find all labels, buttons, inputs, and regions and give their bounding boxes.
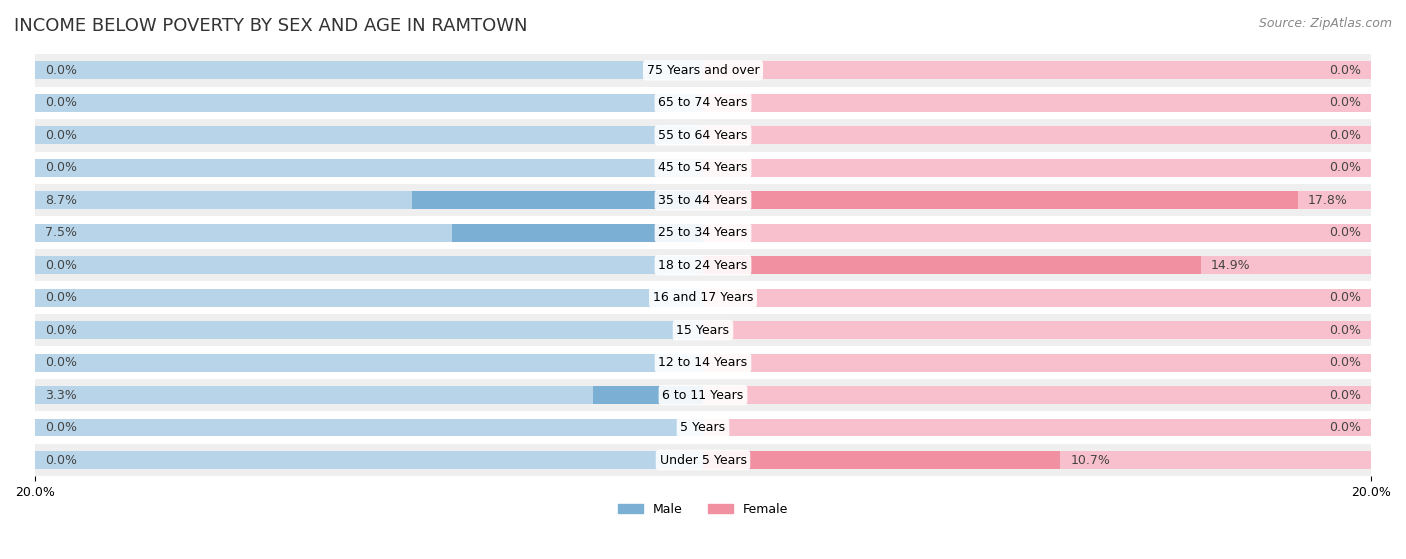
Bar [703,61,1371,79]
Bar [35,347,1371,379]
Bar [35,94,703,112]
Text: 0.0%: 0.0% [1329,421,1361,434]
Bar [35,354,703,372]
Bar [35,256,703,274]
Text: 55 to 64 Years: 55 to 64 Years [658,129,748,142]
Text: 15 Years: 15 Years [676,324,730,337]
Bar [35,321,703,339]
Bar [703,451,1060,469]
Bar [35,379,1371,411]
Text: 10.7%: 10.7% [1070,453,1111,467]
Text: 0.0%: 0.0% [1329,324,1361,337]
Text: 16 and 17 Years: 16 and 17 Years [652,291,754,304]
Bar [35,249,1371,281]
Bar [35,184,1371,216]
Bar [412,191,703,209]
Bar [703,191,1298,209]
Bar [35,289,703,306]
Bar [35,224,703,241]
Bar [703,126,1371,144]
Text: 45 to 54 Years: 45 to 54 Years [658,162,748,174]
Bar [703,256,1201,274]
Text: 0.0%: 0.0% [45,356,77,369]
Text: 3.3%: 3.3% [45,389,77,401]
Bar [35,61,703,79]
Text: 0.0%: 0.0% [45,324,77,337]
Text: 0.0%: 0.0% [45,129,77,142]
Bar [35,216,1371,249]
Text: 17.8%: 17.8% [1308,194,1347,207]
Bar [703,386,1371,404]
Bar [703,94,1371,112]
Text: 65 to 74 Years: 65 to 74 Years [658,96,748,110]
Text: 75 Years and over: 75 Years and over [647,64,759,77]
Text: 8.7%: 8.7% [45,194,77,207]
Text: 0.0%: 0.0% [1329,129,1361,142]
Text: Source: ZipAtlas.com: Source: ZipAtlas.com [1258,17,1392,30]
Text: 0.0%: 0.0% [1329,356,1361,369]
Text: 0.0%: 0.0% [45,291,77,304]
Bar [453,224,703,241]
Bar [35,126,703,144]
Text: 0.0%: 0.0% [1329,96,1361,110]
Bar [703,256,1371,274]
Text: 0.0%: 0.0% [45,64,77,77]
Text: INCOME BELOW POVERTY BY SEX AND AGE IN RAMTOWN: INCOME BELOW POVERTY BY SEX AND AGE IN R… [14,17,527,35]
Text: 25 to 34 Years: 25 to 34 Years [658,226,748,239]
Text: Under 5 Years: Under 5 Years [659,453,747,467]
Bar [35,451,703,469]
Text: 0.0%: 0.0% [1329,64,1361,77]
Bar [35,314,1371,347]
Bar [35,444,1371,476]
Text: 0.0%: 0.0% [45,162,77,174]
Bar [35,151,1371,184]
Bar [703,191,1371,209]
Text: 0.0%: 0.0% [45,259,77,272]
Text: 18 to 24 Years: 18 to 24 Years [658,259,748,272]
Bar [703,321,1371,339]
Text: 0.0%: 0.0% [1329,226,1361,239]
Text: 14.9%: 14.9% [1211,259,1250,272]
Text: 0.0%: 0.0% [1329,389,1361,401]
Bar [703,289,1371,306]
Text: 5 Years: 5 Years [681,421,725,434]
Bar [35,54,1371,87]
Bar [593,386,703,404]
Text: 0.0%: 0.0% [1329,291,1361,304]
Bar [35,191,703,209]
Bar [35,419,703,437]
Text: 0.0%: 0.0% [45,421,77,434]
Bar [35,87,1371,119]
Bar [35,386,703,404]
Bar [35,159,703,177]
Bar [35,281,1371,314]
Text: 6 to 11 Years: 6 to 11 Years [662,389,744,401]
Text: 12 to 14 Years: 12 to 14 Years [658,356,748,369]
Bar [703,451,1371,469]
Bar [703,354,1371,372]
Bar [703,224,1371,241]
Legend: Male, Female: Male, Female [613,498,793,520]
Text: 7.5%: 7.5% [45,226,77,239]
Text: 0.0%: 0.0% [45,453,77,467]
Text: 35 to 44 Years: 35 to 44 Years [658,194,748,207]
Bar [35,411,1371,444]
Bar [35,119,1371,151]
Text: 0.0%: 0.0% [1329,162,1361,174]
Bar [703,419,1371,437]
Text: 0.0%: 0.0% [45,96,77,110]
Bar [703,159,1371,177]
